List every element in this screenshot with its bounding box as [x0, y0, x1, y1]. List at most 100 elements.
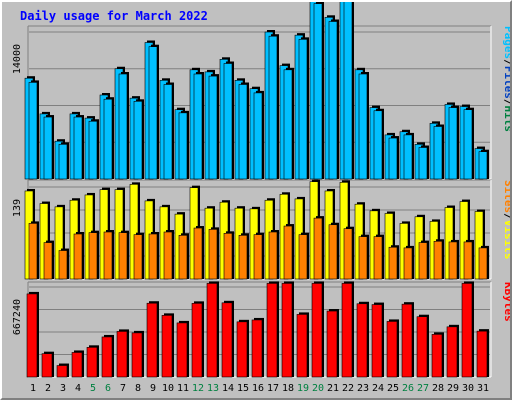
sites-bar [253, 234, 263, 280]
sites-bar [238, 235, 248, 280]
files-bar [118, 73, 128, 180]
kbytes-bar [281, 283, 293, 378]
day-label: 6 [105, 383, 111, 394]
day-label: 7 [120, 383, 126, 394]
day-label: 11 [177, 383, 189, 394]
files-bar [58, 144, 68, 180]
files-bar [253, 92, 263, 180]
kbytes-scale-label: 667240 [12, 299, 23, 335]
files-bar [88, 120, 98, 180]
files-bar [403, 134, 413, 180]
sites-visits-legend-part: Visits [502, 220, 510, 260]
kbytes-bar [356, 303, 368, 378]
day-label: 18 [282, 383, 294, 394]
day-label: 4 [75, 383, 81, 394]
sites-bar [73, 233, 83, 280]
sites-bar [298, 234, 308, 280]
files-bar [388, 137, 398, 180]
sites-bar [478, 247, 488, 280]
kbytes-bar [266, 283, 278, 378]
kbytes-bar [146, 302, 158, 378]
sites-bar [373, 236, 383, 280]
day-label: 13 [207, 383, 219, 394]
files-bar [178, 112, 188, 180]
sites-bar [403, 247, 413, 280]
kbytes-bar [131, 332, 143, 378]
kbytes-bar [251, 319, 263, 378]
day-label: 25 [387, 383, 399, 394]
day-label: 14 [222, 383, 234, 394]
kbytes-bar [161, 315, 173, 378]
day-label: 28 [432, 383, 444, 394]
files-bar [373, 110, 383, 180]
sites-bar [328, 224, 338, 280]
files-bar [298, 39, 308, 180]
sites-bar [433, 240, 443, 280]
day-label: 27 [417, 383, 429, 394]
files-bar [478, 151, 488, 180]
sites-bar [463, 241, 473, 280]
files-bar [223, 63, 233, 180]
kbytes-bar [386, 321, 398, 378]
page-title: Daily usage for March 2022 [20, 9, 208, 23]
hits-files-legend-part: / [502, 99, 510, 106]
files-bar [418, 147, 428, 180]
files-bar [208, 75, 218, 180]
files-bar [163, 84, 173, 180]
sites-bar [43, 242, 53, 280]
kbytes-legend: KBytes [502, 282, 510, 322]
kbytes-bar [71, 352, 83, 378]
kbytes-bar [446, 326, 458, 378]
day-label: 22 [342, 383, 354, 394]
kbytes-bar [416, 316, 428, 378]
day-label: 1 [30, 383, 36, 394]
day-label: 2 [45, 383, 51, 394]
hits-files-legend-part: Pages [502, 26, 510, 59]
sites-bar [148, 233, 158, 280]
files-bar [43, 116, 53, 180]
hits-files-legend-part: Files [502, 66, 510, 99]
kbytes-bar [431, 334, 443, 378]
day-label: 29 [447, 383, 459, 394]
files-bar [448, 107, 458, 180]
day-label: 24 [372, 383, 384, 394]
day-label: 21 [327, 383, 339, 394]
sites-bar [133, 234, 143, 280]
sites-bar [448, 241, 458, 280]
hits-scale-label: 14000 [12, 44, 23, 74]
kbytes-bar [221, 302, 233, 378]
sites-bar [358, 236, 368, 280]
files-bar [103, 98, 113, 180]
sites-bar [313, 217, 323, 280]
sites-visits-legend: Sites/Visits [502, 180, 510, 260]
kbytes-bar [26, 293, 38, 378]
kbytes-bar [41, 353, 53, 378]
files-bar [73, 116, 83, 180]
sites-visits-legend-part: / [502, 213, 510, 220]
day-label: 16 [252, 383, 264, 394]
day-label: 12 [192, 383, 204, 394]
files-bar [148, 46, 158, 180]
files-bar [193, 73, 203, 180]
kbytes-legend-part: KBytes [502, 282, 510, 322]
day-label: 17 [267, 383, 279, 394]
sites-visits-legend-part: Sites [502, 180, 510, 213]
files-bar [343, 2, 353, 180]
sites-bar [88, 232, 98, 280]
hits-files-legend-part: Hits [502, 106, 510, 133]
kbytes-bar [476, 330, 488, 378]
day-label: 9 [150, 383, 156, 394]
visits-scale-label: 139 [12, 199, 23, 217]
sites-bar [118, 232, 128, 280]
kbytes-bar [101, 336, 113, 378]
kbytes-bar [401, 303, 413, 378]
day-label: 15 [237, 383, 249, 394]
sites-bar [28, 223, 38, 280]
kbytes-bar [176, 322, 188, 378]
day-label: 23 [357, 383, 369, 394]
files-bar [238, 84, 248, 180]
day-label: 20 [312, 383, 324, 394]
files-bar [433, 126, 443, 180]
files-bar [28, 82, 38, 180]
